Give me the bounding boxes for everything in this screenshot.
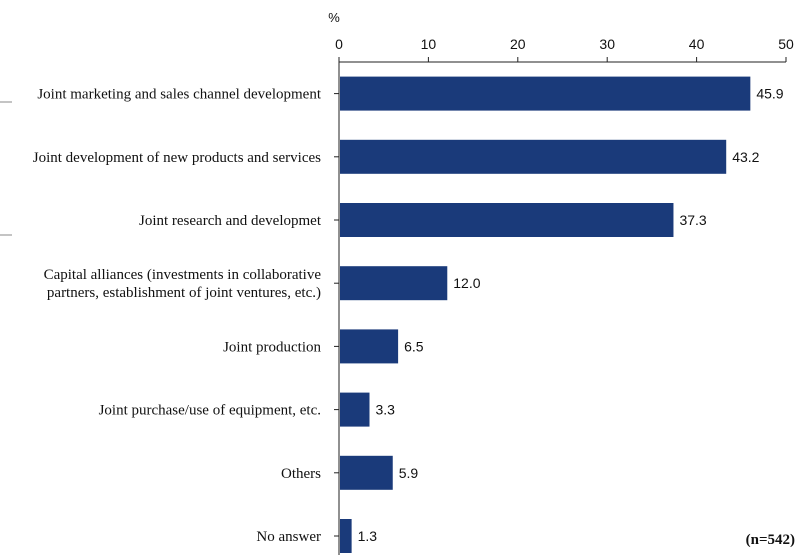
x-tick-label: 40: [689, 36, 705, 52]
category-labels: Joint marketing and sales channel develo…: [33, 87, 322, 545]
category-label: Joint research and developmet: [139, 213, 322, 229]
bar-value-label: 12.0: [453, 275, 480, 291]
bar: [340, 329, 398, 363]
category-label: Capital alliances (investments in collab…: [44, 267, 322, 283]
category-label: partners, establishment of joint venture…: [47, 285, 321, 301]
x-tick-label: 50: [778, 36, 794, 52]
category-label: Joint development of new products and se…: [33, 150, 321, 166]
bar-value-label: 5.9: [399, 465, 419, 481]
category-label: Joint marketing and sales channel develo…: [37, 87, 321, 103]
bar: [340, 519, 352, 553]
x-tick-label: 10: [421, 36, 437, 52]
category-label: Joint purchase/use of equipment, etc.: [99, 403, 321, 419]
bar: [340, 203, 673, 237]
x-tick-label: 0: [335, 36, 343, 52]
bar: [340, 456, 393, 490]
bar: [340, 393, 370, 427]
category-label: Joint production: [223, 339, 321, 355]
bar-value-label: 1.3: [358, 528, 378, 544]
bar-value-label: 45.9: [756, 86, 783, 102]
bar: [340, 77, 750, 111]
bar: [340, 140, 726, 174]
sample-size-note: (n=542): [746, 532, 795, 548]
category-label: Others: [281, 466, 321, 482]
bar-value-label: 3.3: [376, 402, 396, 418]
bar: [340, 266, 447, 300]
bar-value-label: 6.5: [404, 338, 424, 354]
bars: [340, 77, 750, 553]
category-label: No answer: [256, 529, 321, 545]
x-tick-label: 30: [599, 36, 615, 52]
axis-unit-label: %: [328, 10, 340, 25]
bar-value-label: 37.3: [679, 212, 706, 228]
bar-value-label: 43.2: [732, 149, 759, 165]
x-tick-label: 20: [510, 36, 526, 52]
